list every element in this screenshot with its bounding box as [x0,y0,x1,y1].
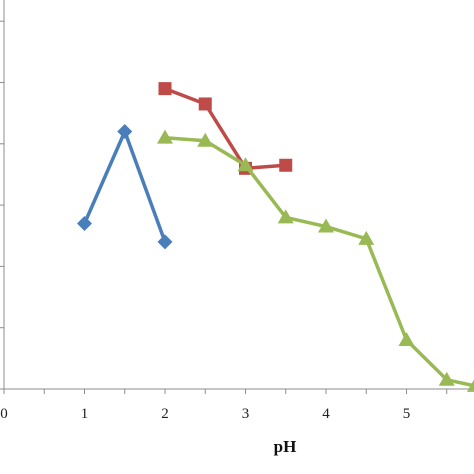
series-1-point [117,124,133,140]
x-tick-label: 0 [0,406,8,422]
series-3-point [466,379,474,392]
series-3-point [398,331,415,346]
series-3-point [277,209,294,224]
series-3-point [237,157,254,172]
series-1-point [157,234,173,250]
x-tick-label: 1 [81,406,89,422]
x-tick-label: 4 [322,406,330,422]
series-1-line [82,129,167,243]
plot-area [77,82,474,392]
series-3 [157,129,474,392]
series-2-point [158,82,172,96]
x-tick-label: 5 [403,406,411,422]
series-2-point [279,158,293,172]
series-2 [158,82,293,175]
series-3-point [358,230,375,245]
x-tick-label: 3 [242,406,250,422]
series-3-point [318,218,334,233]
series-3-point [438,371,455,386]
series-1-point [77,215,92,231]
x-axis: 0 1 2 3 4 5 [0,388,474,422]
series-3-line [164,135,474,388]
series-3-point [197,132,214,147]
y-axis [0,0,5,389]
series-3-point [157,129,173,144]
series-1 [77,124,173,250]
x-tick-label: 2 [161,406,169,422]
series-2-line [164,86,286,171]
x-axis-title: pH [274,437,297,456]
series-2-point [198,97,212,111]
